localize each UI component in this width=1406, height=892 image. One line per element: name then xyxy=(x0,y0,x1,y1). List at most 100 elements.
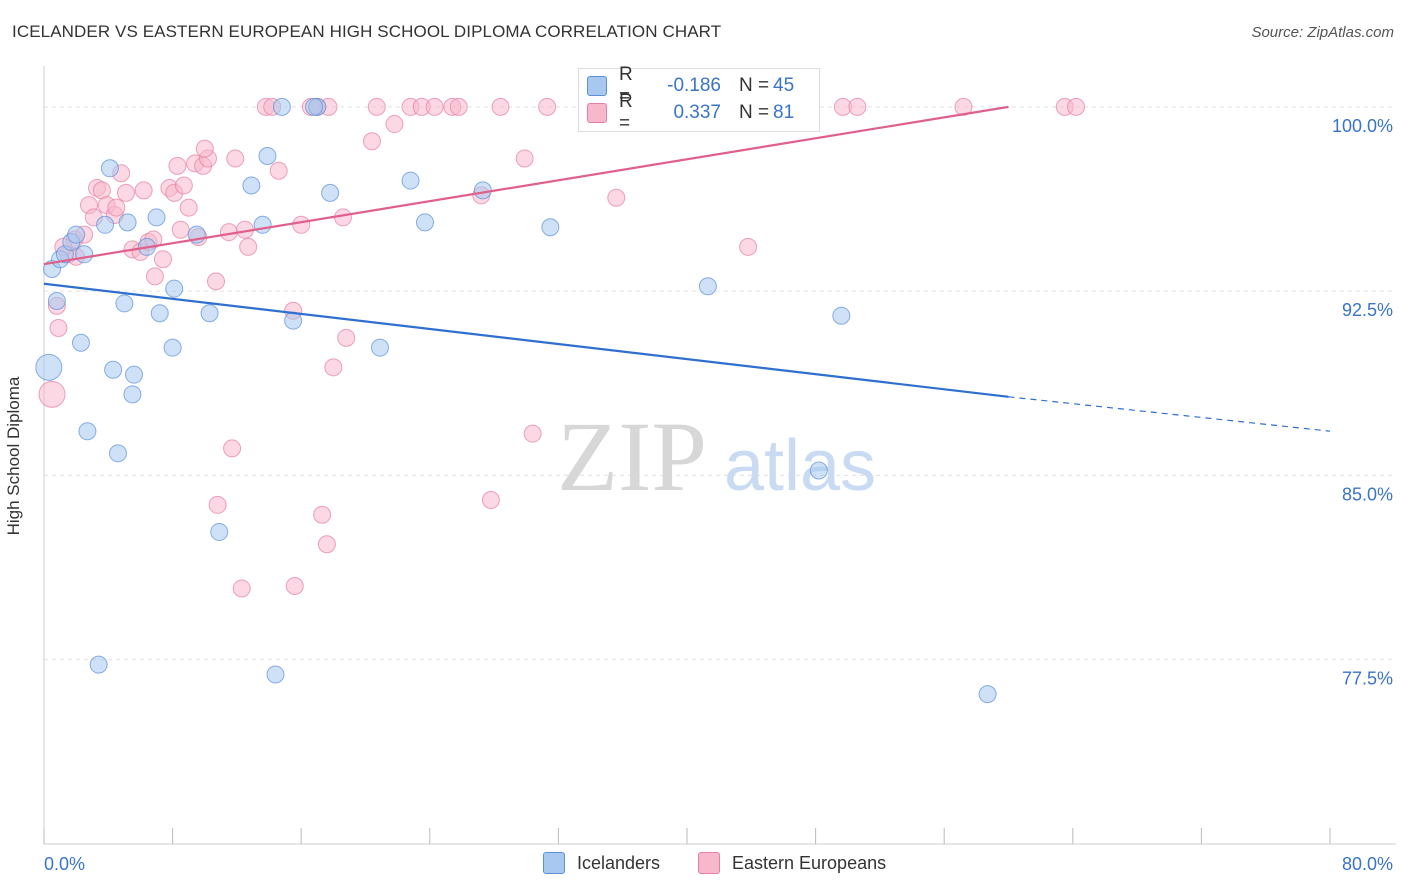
eastern-european-point xyxy=(195,139,214,158)
icelander-point xyxy=(473,181,492,200)
legend-r-label: R = xyxy=(619,91,633,134)
eastern-european-point xyxy=(269,161,288,180)
eastern-european-point xyxy=(362,132,381,151)
eastern-european-point xyxy=(954,97,973,116)
watermark-zip: ZIP xyxy=(557,401,707,512)
legend-swatch-icelanders xyxy=(543,852,565,874)
eastern-european-point xyxy=(324,358,343,377)
icelander-point xyxy=(809,461,828,480)
icelander-point xyxy=(832,306,851,325)
eastern-european-point xyxy=(208,495,227,514)
eastern-european-point xyxy=(292,215,311,234)
eastern-european-point xyxy=(116,183,135,202)
eastern-european-point xyxy=(449,97,468,116)
chart-title: ICELANDER VS EASTERN EUROPEAN HIGH SCHOO… xyxy=(12,22,722,41)
icelander-point xyxy=(96,215,115,234)
icelander-point xyxy=(47,291,66,310)
icelander-point xyxy=(200,304,219,323)
eastern-european-point xyxy=(515,149,534,168)
eastern-europeans-trend-line xyxy=(43,105,1009,266)
icelander-point xyxy=(978,685,997,704)
legend-n-label: N = xyxy=(739,102,770,123)
x-tick-label-min: 0.0% xyxy=(44,854,85,874)
eastern-european-point xyxy=(153,250,172,269)
eastern-european-point xyxy=(313,505,332,524)
y-tick-label: 85.0% xyxy=(1342,484,1393,504)
data-points xyxy=(35,97,1086,704)
icelander-point xyxy=(401,171,420,190)
icelander-point xyxy=(272,97,291,116)
axes xyxy=(43,66,1396,845)
eastern-european-point xyxy=(848,97,867,116)
eastern-european-point xyxy=(232,579,251,598)
icelander-point xyxy=(147,208,166,227)
eastern-european-point xyxy=(134,181,153,200)
icelander-point xyxy=(104,360,123,379)
eastern-european-point xyxy=(367,97,386,116)
icelander-point xyxy=(35,353,63,381)
eastern-european-point xyxy=(538,97,557,116)
legend-swatch-blue xyxy=(587,76,607,96)
eastern-european-point xyxy=(425,97,444,116)
y-tick-label: 77.5% xyxy=(1342,669,1393,689)
icelander-point xyxy=(78,422,97,441)
eastern-european-point xyxy=(239,237,258,256)
legend-swatch-eastern-europeans xyxy=(698,852,720,874)
eastern-european-point xyxy=(171,220,190,239)
source-label: Source: ZipAtlas.com xyxy=(1251,24,1394,41)
series-legend: Icelanders Eastern Europeans xyxy=(0,852,1406,878)
eastern-european-point xyxy=(207,272,226,291)
icelander-point xyxy=(305,97,324,116)
eastern-european-point xyxy=(223,439,242,458)
eastern-european-point xyxy=(523,424,542,443)
eastern-european-point xyxy=(174,176,193,195)
legend-item-icelanders[interactable]: Icelanders xyxy=(543,852,660,874)
eastern-european-point xyxy=(1067,97,1086,116)
eastern-european-point xyxy=(226,149,245,168)
icelanders-trend-line xyxy=(43,282,1009,398)
legend-n-value: 45 xyxy=(773,75,795,96)
icelander-point xyxy=(150,304,169,323)
watermark-atlas: atlas xyxy=(724,426,876,506)
icelander-point xyxy=(75,245,94,264)
eastern-european-point xyxy=(739,237,758,256)
eastern-european-point xyxy=(179,198,198,217)
icelander-point xyxy=(415,213,434,232)
legend-n-label: N = xyxy=(739,75,770,96)
icelander-point xyxy=(698,277,717,296)
legend-item-eastern-europeans[interactable]: Eastern Europeans xyxy=(698,852,886,874)
legend-r-value: -0.186 xyxy=(667,75,721,96)
eastern-european-point xyxy=(481,491,500,509)
icelander-point xyxy=(118,213,137,232)
eastern-european-point xyxy=(49,319,68,337)
icelander-point xyxy=(210,522,229,541)
icelander-point xyxy=(100,159,119,178)
icelander-point xyxy=(108,444,127,463)
legend-n-value: 81 xyxy=(773,102,795,123)
icelanders-trend-extension xyxy=(1008,396,1331,432)
y-tick-label: 100.0% xyxy=(1332,116,1393,136)
eastern-european-point xyxy=(38,380,66,408)
eastern-european-point xyxy=(491,97,510,116)
icelander-point xyxy=(71,333,90,352)
icelander-point xyxy=(163,338,182,357)
legend-swatch-pink xyxy=(587,103,607,123)
legend-r-label: R = xyxy=(619,64,633,107)
legend-row-eastern-europeans: R = 0.337 N = 81 xyxy=(587,91,813,134)
watermark: ZIP atlas xyxy=(557,401,876,512)
icelander-point xyxy=(125,365,144,384)
eastern-european-point xyxy=(168,156,187,175)
y-tick-label: 92.5% xyxy=(1342,300,1393,320)
icelander-point xyxy=(115,294,134,313)
icelander-point xyxy=(266,665,285,684)
legend-r-value: 0.337 xyxy=(673,102,721,123)
icelander-point xyxy=(123,385,142,404)
eastern-european-point xyxy=(145,267,164,286)
icelander-point xyxy=(242,176,261,195)
correlation-legend: R = -0.186 N = 45 R = 0.337 N = 81 xyxy=(578,64,820,134)
legend-label-eastern-europeans: Eastern Europeans xyxy=(732,852,887,873)
y-tick-labels: 100.0% 92.5% 85.0% 77.5% xyxy=(1332,116,1393,689)
legend-label-icelanders: Icelanders xyxy=(577,852,661,873)
icelander-point xyxy=(321,183,340,202)
